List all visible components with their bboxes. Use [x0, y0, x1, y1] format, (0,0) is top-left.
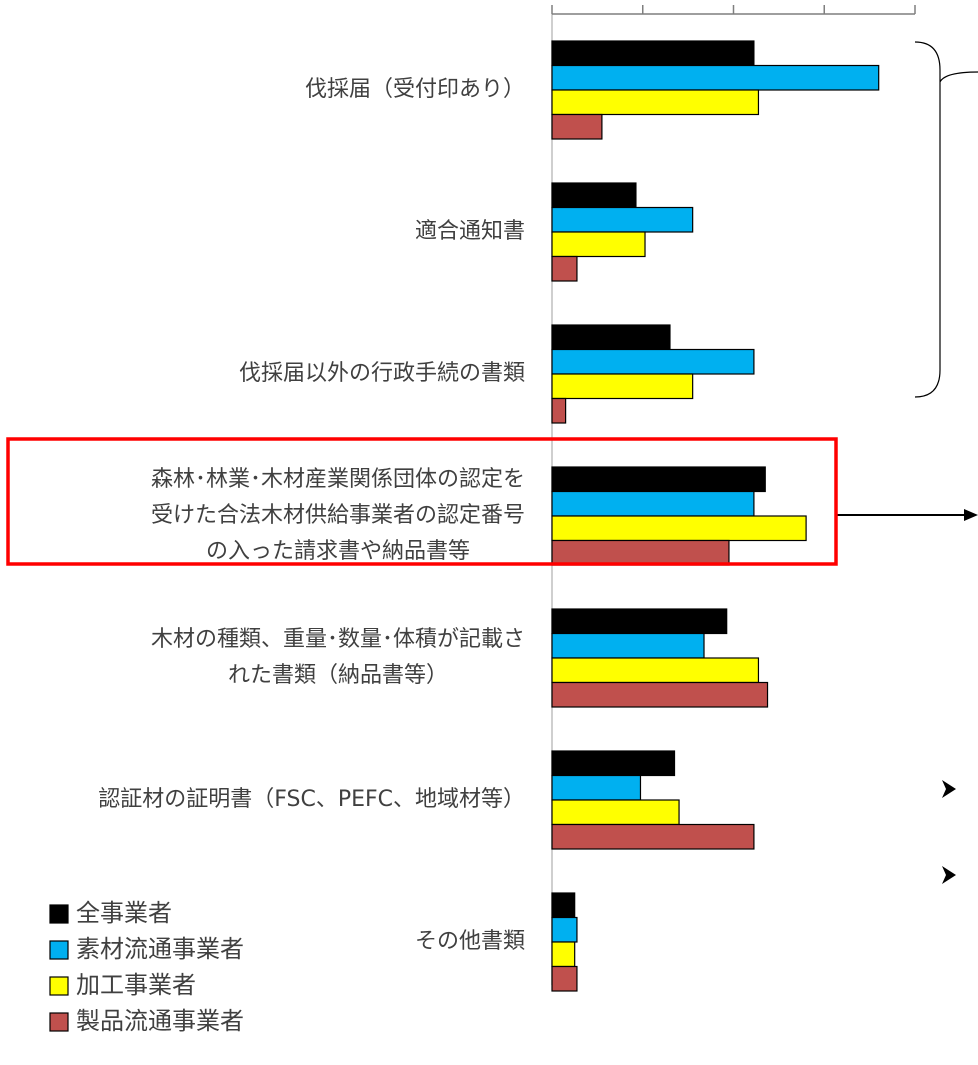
bar	[551, 823, 755, 850]
bar	[551, 89, 760, 116]
bar	[551, 206, 694, 233]
bar	[551, 255, 578, 282]
category-label: 木材の種類、重量･数量･体積が記載さ れた書類（納品書等）	[151, 622, 525, 694]
category-text: 木材の種類、重量･数量･体積が記載さ れた書類（納品書等）	[150, 627, 525, 688]
bar	[551, 466, 766, 493]
legend-label: 加工事業者	[76, 971, 196, 999]
bullet	[942, 866, 956, 884]
category-text: 認証材の証明書（FSC、PEFC、地域材等）	[98, 787, 525, 812]
category-label: その他書類	[415, 924, 525, 960]
category-label: 適合通知書	[415, 214, 525, 250]
bar	[551, 348, 755, 375]
bar	[551, 182, 637, 209]
category-label: 伐採届（受付印あり）	[305, 72, 525, 108]
legend-swatch	[49, 940, 69, 960]
bar	[551, 657, 760, 684]
bar	[551, 373, 694, 400]
highlight-box	[6, 437, 838, 566]
bar	[551, 515, 807, 542]
bar	[551, 608, 728, 635]
arrow-head	[964, 509, 978, 521]
bar	[551, 397, 567, 424]
bar	[551, 113, 603, 140]
legend-swatch	[49, 904, 69, 924]
bar	[551, 231, 646, 258]
bar	[551, 539, 730, 566]
bar	[551, 40, 755, 67]
bullet	[942, 780, 956, 798]
bar	[551, 750, 676, 777]
category-label: 森林･林業･木材産業関係団体の認定を 受けた合法木材供給事業者の認定番号 の入っ…	[151, 462, 525, 570]
bar	[551, 941, 576, 968]
category-text: 森林･林業･木材産業関係団体の認定を 受けた合法木材供給事業者の認定番号 の入っ…	[150, 467, 525, 564]
legend-label: 素材流通事業者	[76, 935, 244, 963]
brace	[914, 41, 978, 398]
category-text: 伐採届以外の行政手続の書類	[238, 361, 525, 386]
bar	[551, 324, 671, 351]
legend-label: 全事業者	[76, 899, 172, 927]
bar	[551, 632, 705, 659]
bar	[551, 799, 680, 826]
bar	[551, 64, 880, 91]
bar	[551, 490, 755, 517]
bar	[551, 965, 578, 992]
category-label: 認証材の証明書（FSC、PEFC、地域材等）	[98, 782, 525, 818]
legend-swatch	[49, 976, 69, 996]
legend-label: 製品流通事業者	[76, 1007, 244, 1035]
bar	[551, 774, 642, 801]
legend-swatch	[49, 1012, 69, 1032]
category-text: 適合通知書	[414, 219, 525, 244]
category-text: 伐採届（受付印あり）	[304, 77, 525, 102]
category-text: その他書類	[414, 929, 525, 954]
bar	[551, 916, 578, 943]
bar	[551, 681, 769, 708]
bar	[551, 892, 576, 919]
category-label: 伐採届以外の行政手続の書類	[239, 356, 525, 392]
